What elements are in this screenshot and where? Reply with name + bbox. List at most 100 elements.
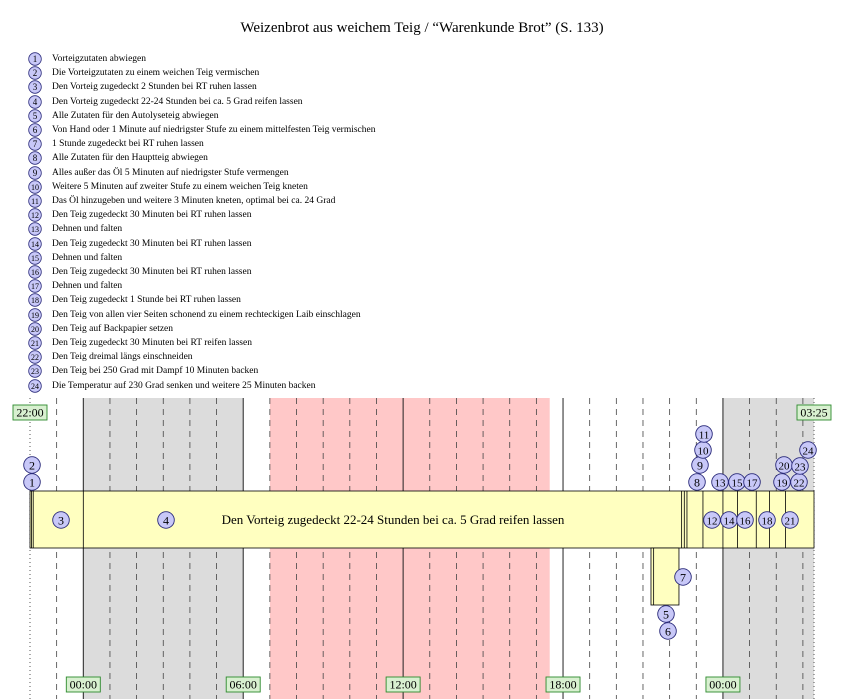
step-number-badge: 4 bbox=[28, 94, 42, 109]
svg-text:06:00: 06:00 bbox=[230, 678, 257, 692]
step-number-badge: 13 bbox=[28, 222, 42, 237]
main-bar-label: Den Vorteig zugedeckt 22-24 Stunden bei … bbox=[222, 512, 565, 527]
svg-text:03:25: 03:25 bbox=[800, 406, 827, 420]
page-title: Weizenbrot aus weichem Teig / “Warenkund… bbox=[240, 20, 604, 36]
step-text: Den Teig zugedeckt 30 Minuten bei RT ruh… bbox=[52, 267, 252, 277]
svg-text:9: 9 bbox=[33, 168, 38, 178]
step-number-badge: 7 bbox=[28, 137, 42, 151]
time-axis-label: 00:00 bbox=[65, 676, 101, 693]
svg-text:8: 8 bbox=[33, 154, 38, 164]
svg-text:21: 21 bbox=[785, 515, 796, 527]
svg-text:3: 3 bbox=[33, 83, 38, 93]
svg-text:15: 15 bbox=[732, 477, 744, 489]
svg-text:2: 2 bbox=[33, 68, 38, 78]
step-marker-3: 3 bbox=[52, 511, 70, 529]
step-text: Den Teig zugedeckt 30 Minuten bei RT ruh… bbox=[52, 238, 252, 249]
step-marker-22: 22 bbox=[790, 473, 808, 491]
svg-text:8: 8 bbox=[694, 475, 700, 489]
step-marker-7: 7 bbox=[674, 568, 692, 586]
svg-text:4: 4 bbox=[33, 97, 38, 107]
step-number-badge: 18 bbox=[28, 293, 42, 308]
svg-text:14: 14 bbox=[31, 240, 39, 249]
svg-text:13: 13 bbox=[715, 477, 727, 489]
svg-text:12: 12 bbox=[31, 211, 39, 220]
step-text: Den Teig zugedeckt 1 Stunde bei RT ruhen… bbox=[52, 295, 241, 306]
step-marker-14: 14 bbox=[720, 511, 738, 529]
step-number-badge: 12 bbox=[28, 208, 42, 222]
step-marker-10: 10 bbox=[694, 441, 712, 459]
svg-text:22: 22 bbox=[31, 353, 39, 362]
svg-text:00:00: 00:00 bbox=[70, 678, 97, 692]
step-marker-16: 16 bbox=[736, 511, 754, 529]
step-marker-2: 2 bbox=[23, 456, 41, 474]
svg-text:13: 13 bbox=[31, 226, 39, 235]
step-text: Den Teig von allen vier Seiten schonend … bbox=[52, 309, 361, 320]
time-axis-label: 12:00 bbox=[385, 676, 421, 693]
step-marker-17: 17 bbox=[743, 473, 761, 491]
svg-text:7: 7 bbox=[33, 139, 38, 149]
step-text: Den Vorteig zugedeckt 22-24 Stunden bei … bbox=[52, 96, 303, 107]
step-number-badge: 24 bbox=[28, 378, 42, 393]
step-number-badge: 17 bbox=[28, 279, 42, 293]
step-marker-4: 4 bbox=[157, 511, 175, 529]
svg-text:23: 23 bbox=[31, 368, 39, 377]
step-marker-23: 23 bbox=[791, 457, 809, 475]
step-marker-8: 8 bbox=[688, 473, 706, 491]
step-number-badge: 5 bbox=[28, 109, 42, 123]
svg-text:6: 6 bbox=[665, 624, 671, 638]
svg-text:00:00: 00:00 bbox=[709, 678, 736, 692]
step-number-badge: 20 bbox=[28, 322, 42, 336]
start-time-label: 22:00 bbox=[12, 404, 48, 421]
step-marker-9: 9 bbox=[691, 456, 709, 474]
step-text: Die Temperatur auf 230 Grad senken und w… bbox=[52, 380, 316, 391]
step-number-badge: 1 bbox=[28, 52, 42, 66]
svg-text:18:00: 18:00 bbox=[549, 678, 576, 692]
svg-text:1: 1 bbox=[29, 475, 35, 489]
step-number-badge: 14 bbox=[28, 236, 42, 251]
time-axis-label: 06:00 bbox=[225, 676, 261, 693]
step-text: Den Teig bei 250 Grad mit Dampf 10 Minut… bbox=[52, 366, 259, 377]
step-number-badge: 3 bbox=[28, 80, 42, 95]
step-number-badge: 23 bbox=[28, 364, 42, 379]
svg-text:4: 4 bbox=[163, 513, 169, 527]
step-marker-21: 21 bbox=[781, 511, 799, 529]
svg-text:14: 14 bbox=[724, 515, 736, 527]
step-text: Alle Zutaten für den Hauptteig abwiegen bbox=[52, 153, 208, 164]
svg-text:16: 16 bbox=[740, 515, 752, 527]
svg-text:6: 6 bbox=[33, 125, 38, 135]
step-text: Den Teig dreimal längs einschneiden bbox=[52, 352, 193, 363]
step-text: Dehnen und falten bbox=[52, 224, 123, 235]
step-marker-19: 19 bbox=[773, 473, 791, 491]
time-axis-label: 00:00 bbox=[705, 676, 741, 693]
step-number-badge: 19 bbox=[28, 307, 42, 322]
svg-text:2: 2 bbox=[29, 458, 35, 472]
svg-text:17: 17 bbox=[31, 282, 39, 291]
svg-text:22:00: 22:00 bbox=[16, 406, 43, 420]
step-text: Den Vorteig zugedeckt 2 Stunden bei RT r… bbox=[52, 82, 257, 93]
step-text: Vorteigzutaten abwiegen bbox=[52, 54, 146, 64]
svg-text:11: 11 bbox=[31, 197, 39, 206]
svg-text:12:00: 12:00 bbox=[389, 678, 416, 692]
end-time-label: 03:25 bbox=[796, 404, 832, 421]
step-marker-11: 11 bbox=[695, 425, 713, 443]
step-text: Den Teig zugedeckt 30 Minuten bei RT rei… bbox=[52, 338, 252, 348]
daytime-shading bbox=[269, 398, 550, 699]
step-marker-15: 15 bbox=[728, 473, 746, 491]
svg-text:10: 10 bbox=[31, 183, 39, 192]
step-number-badge: 9 bbox=[28, 165, 42, 180]
step-text: Den Teig zugedeckt 30 Minuten bei RT ruh… bbox=[52, 210, 252, 221]
svg-text:7: 7 bbox=[680, 570, 686, 584]
svg-text:9: 9 bbox=[697, 458, 703, 472]
svg-text:1: 1 bbox=[33, 54, 38, 64]
step-number-badge: 16 bbox=[28, 265, 42, 279]
svg-text:24: 24 bbox=[31, 382, 39, 391]
svg-text:22: 22 bbox=[794, 477, 805, 489]
night-shading bbox=[722, 398, 814, 699]
step-number-badge: 8 bbox=[28, 151, 42, 166]
step-text: Die Vorteigzutaten zu einem weichen Teig… bbox=[52, 68, 260, 79]
step-marker-12: 12 bbox=[703, 511, 721, 529]
step-marker-20: 20 bbox=[775, 456, 793, 474]
step-text: Weitere 5 Minuten auf zweiter Stufe zu e… bbox=[52, 181, 308, 192]
step-number-badge: 2 bbox=[28, 66, 42, 80]
